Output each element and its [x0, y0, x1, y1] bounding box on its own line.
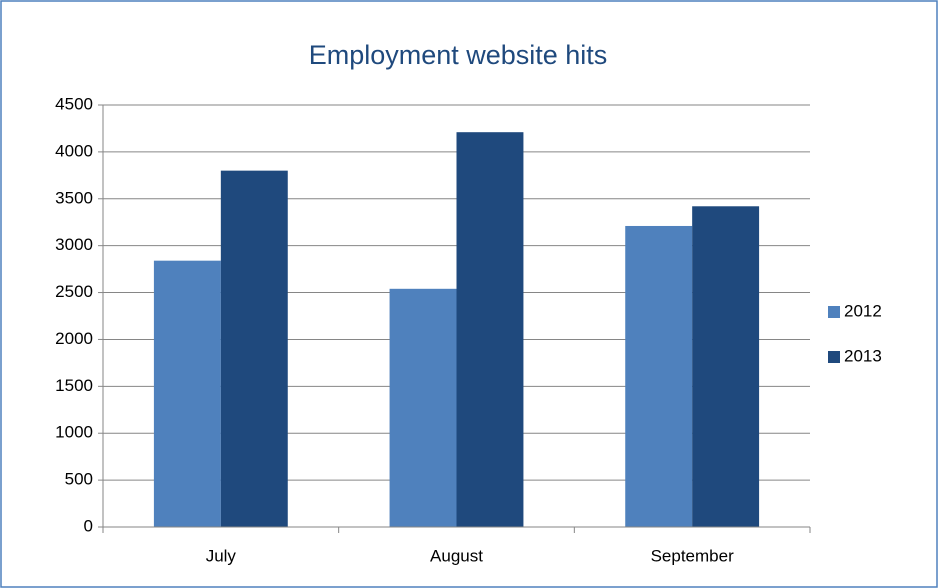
bar — [389, 288, 457, 527]
x-tick-label: July — [206, 546, 237, 565]
bar — [692, 206, 760, 527]
bar — [220, 170, 288, 527]
legend-label: 2012 — [844, 301, 882, 320]
y-tick-label: 0 — [84, 516, 93, 535]
y-tick-label: 3000 — [55, 235, 93, 254]
bar — [456, 132, 524, 527]
x-tick-label: August — [430, 546, 483, 565]
y-tick-label: 4500 — [55, 94, 93, 113]
y-tick-label: 2000 — [55, 329, 93, 348]
bar — [625, 225, 693, 527]
chart-title: Employment website hits — [309, 40, 608, 70]
y-tick-label: 1000 — [55, 423, 93, 442]
y-tick-label: 500 — [65, 470, 93, 489]
y-tick-label: 2500 — [55, 282, 93, 301]
x-tick-label: September — [651, 546, 734, 565]
legend-swatch — [828, 351, 840, 363]
y-tick-label: 1500 — [55, 376, 93, 395]
legend-swatch — [828, 306, 840, 318]
y-tick-label: 4000 — [55, 141, 93, 160]
legend-label: 2013 — [844, 346, 882, 365]
bar — [153, 260, 221, 527]
y-tick-label: 3500 — [55, 188, 93, 207]
